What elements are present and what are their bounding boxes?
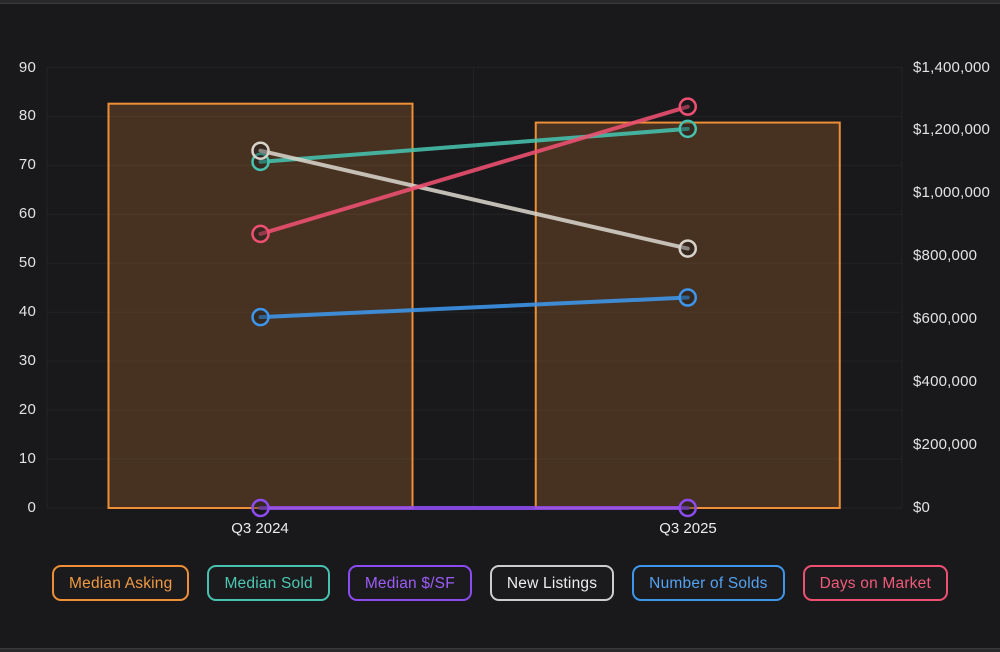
- legend-button-median-sold[interactable]: Median Sold: [207, 565, 330, 601]
- left-axis-tick-label: 0: [27, 499, 36, 516]
- legend-button-days-on-market[interactable]: Days on Market: [802, 565, 948, 601]
- chart-legend: Median Asking Median Sold Median $/SF New L…: [0, 565, 1000, 601]
- right-axis-tick-label: $600,000: [913, 310, 978, 328]
- legend-button-median-dollar-per-sf[interactable]: Median $/SF: [347, 565, 472, 601]
- legend-button-number-of-solds[interactable]: Number of Solds: [632, 565, 785, 601]
- line-days-on-market: [258, 104, 690, 236]
- left-axis-tick-label: 10: [18, 450, 36, 468]
- right-axis-tick-label: $1,000,000: [913, 184, 991, 202]
- marker-median-dollar-per-sf-1[interactable]: [678, 498, 697, 518]
- right-axis-tick-label: $200,000: [913, 436, 978, 454]
- marker-days-on-market-1[interactable]: [678, 97, 697, 116]
- marker-median-sold-1[interactable]: [678, 119, 697, 139]
- line-median-sold: [258, 126, 690, 164]
- left-axis-tick-label: 70: [18, 156, 36, 174]
- x-axis-label-q3-2025: Q3 2025: [659, 520, 717, 537]
- right-axis-tick-label: $0: [913, 499, 931, 516]
- window-bottom-edge: [0, 648, 1000, 652]
- line-number-of-solds: [258, 295, 690, 320]
- marker-days-on-market-0[interactable]: [251, 224, 270, 244]
- marker-new-listings-1[interactable]: [678, 239, 697, 258]
- legend-button-new-listings[interactable]: New Listings: [489, 565, 615, 601]
- left-axis-tick-label: 20: [18, 401, 36, 419]
- marker-median-dollar-per-sf-0[interactable]: [251, 498, 270, 518]
- line-new-listings: [258, 148, 690, 251]
- right-axis-tick-label: $800,000: [913, 247, 978, 265]
- x-axis-label-q3-2024: Q3 2024: [231, 520, 289, 537]
- marker-number-of-solds-0[interactable]: [251, 307, 270, 327]
- left-axis-tick-label: 30: [18, 352, 36, 370]
- marker-new-listings-0[interactable]: [251, 141, 270, 160]
- bar-median-asking-1[interactable]: [534, 121, 841, 509]
- left-axis-tick-label: 50: [18, 254, 36, 272]
- right-axis-tick-label: $400,000: [913, 373, 978, 391]
- right-axis-tick-label: $1,200,000: [913, 121, 991, 139]
- legend-button-median-asking[interactable]: Median Asking: [52, 565, 190, 601]
- left-axis-tick-label: 60: [18, 205, 36, 223]
- right-axis-tick-label: $1,400,000: [913, 58, 991, 76]
- left-axis-tick-label: 40: [18, 303, 36, 321]
- window-top-edge: [0, 0, 1000, 4]
- left-axis-tick-label: 80: [18, 107, 36, 125]
- marker-number-of-solds-1[interactable]: [678, 288, 697, 307]
- left-axis-tick-label: 90: [18, 58, 36, 76]
